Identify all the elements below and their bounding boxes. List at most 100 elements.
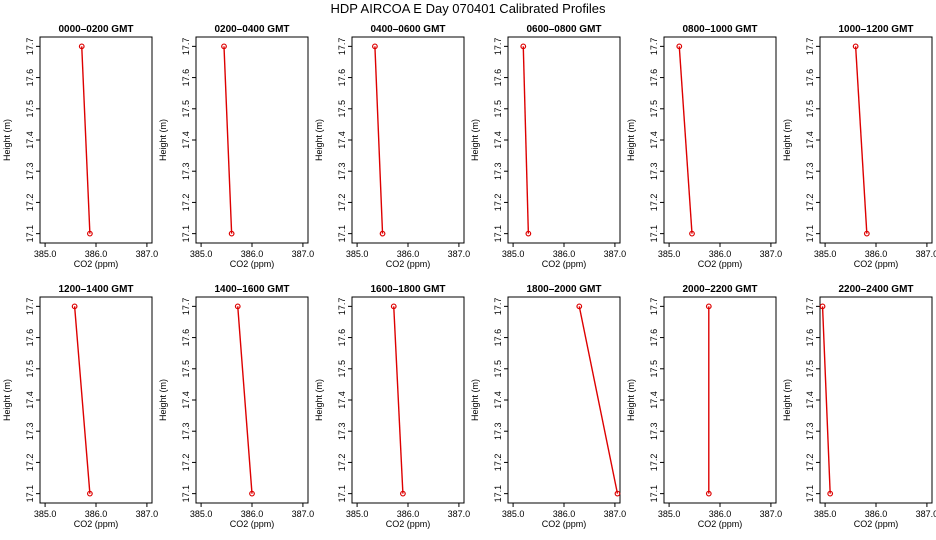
series-line [393,306,404,494]
y-tick-label: 17.1 [337,485,347,503]
x-tick-label: 385.0 [346,249,369,259]
y-axis-label: Height (m) [158,379,168,421]
y-axis-label: Height (m) [314,119,324,161]
x-tick-label: 386.0 [865,249,888,259]
y-tick-label: 17.7 [649,298,659,316]
y-tick-label: 17.6 [805,329,815,347]
y-tick-label: 17.7 [649,38,659,56]
y-tick-label: 17.4 [25,391,35,409]
x-tick-label: 387.0 [292,509,315,519]
y-tick-label: 17.5 [805,100,815,118]
panel-title: 0800–1000 GMT [682,24,757,35]
y-tick-label: 17.6 [493,69,503,87]
y-axis-label: Height (m) [2,119,12,161]
y-tick-label: 17.3 [649,162,659,180]
data-point [390,303,397,310]
x-tick-label: 385.0 [814,249,837,259]
y-tick-label: 17.4 [649,131,659,149]
y-tick-label: 17.2 [493,194,503,212]
y-tick-label: 17.5 [649,100,659,118]
panel-07: 1200–1400 GMT 17.1 17.2 17.3 17.4 17.5 17.6 17.… [2,284,158,529]
y-tick-label: 17.6 [25,69,35,87]
data-point [705,490,712,497]
x-axis-label: CO2 (ppm) [230,519,275,529]
plot-frame [195,36,309,244]
y-tick-label: 17.5 [805,360,815,378]
y-tick-label: 17.2 [805,194,815,212]
panel-05: 0800–1000 GMT 17.1 17.2 17.3 17.4 17.5 17.6 17.… [626,24,782,269]
y-tick-label: 17.4 [181,391,191,409]
x-tick-label: 386.0 [241,249,264,259]
y-tick-label: 17.3 [337,422,347,440]
y-tick-label: 17.7 [805,298,815,316]
plot-frame [39,36,153,244]
y-axis-label: Height (m) [158,119,168,161]
panel-04: 0600–0800 GMT 17.1 17.2 17.3 17.4 17.5 17.6 17.… [470,24,626,269]
x-tick-label: 385.0 [658,249,681,259]
y-tick-label: 17.2 [493,454,503,472]
y-tick-label: 17.1 [493,225,503,243]
x-tick-label: 385.0 [34,249,57,259]
x-axis-label: CO2 (ppm) [74,519,119,529]
data-point [86,490,93,497]
y-tick-label: 17.2 [181,454,191,472]
y-tick-label: 17.1 [337,225,347,243]
y-axis-label: Height (m) [470,379,480,421]
panel-10: 1800–2000 GMT 17.1 17.2 17.3 17.4 17.5 17.6 17.… [470,284,626,529]
data-point [819,303,826,310]
y-tick-label: 17.7 [493,38,503,56]
x-tick-label: 386.0 [553,249,576,259]
y-tick-label: 17.1 [805,485,815,503]
panel-11: 2000–2200 GMT 17.1 17.2 17.3 17.4 17.5 17.6 17.… [626,284,782,529]
y-tick-label: 17.1 [805,225,815,243]
x-tick-label: 387.0 [916,509,936,519]
x-axis-label: CO2 (ppm) [698,519,743,529]
panel-06: 1000–1200 GMT 17.1 17.2 17.3 17.4 17.5 17.6 17.… [782,24,936,269]
y-tick-label: 17.6 [337,69,347,87]
x-axis-label: CO2 (ppm) [386,519,431,529]
y-tick-label: 17.6 [493,329,503,347]
x-tick-label: 386.0 [709,509,732,519]
y-tick-label: 17.4 [805,131,815,149]
y-tick-label: 17.2 [337,454,347,472]
x-tick-label: 387.0 [448,249,471,259]
y-tick-label: 17.4 [493,131,503,149]
x-axis-label: CO2 (ppm) [854,519,899,529]
y-tick-label: 17.3 [805,422,815,440]
y-tick-label: 17.5 [337,100,347,118]
y-tick-label: 17.4 [649,391,659,409]
y-tick-label: 17.3 [25,422,35,440]
x-tick-label: 386.0 [397,249,420,259]
y-tick-label: 17.7 [25,298,35,316]
y-axis-label: Height (m) [782,379,792,421]
y-axis-label: Height (m) [470,119,480,161]
x-tick-label: 386.0 [709,249,732,259]
data-point [234,303,241,310]
y-tick-label: 17.5 [25,360,35,378]
y-tick-label: 17.6 [649,329,659,347]
series-line [578,306,619,494]
y-tick-label: 17.7 [493,298,503,316]
y-tick-label: 17.7 [25,38,35,56]
x-axis-label: CO2 (ppm) [542,519,587,529]
data-point [520,43,527,50]
y-tick-label: 17.6 [337,329,347,347]
y-tick-label: 17.2 [181,194,191,212]
data-point [372,43,378,50]
data-point [576,303,583,310]
data-point [676,43,683,50]
x-axis-label: CO2 (ppm) [698,259,743,269]
panel-title: 2200–2400 GMT [838,284,913,295]
y-tick-label: 17.1 [493,485,503,503]
y-tick-label: 17.2 [25,454,35,472]
y-tick-label: 17.4 [493,391,503,409]
y-tick-label: 17.6 [649,69,659,87]
y-axis-label: Height (m) [626,119,636,161]
y-tick-label: 17.3 [25,162,35,180]
y-tick-label: 17.7 [805,38,815,56]
y-tick-label: 17.5 [337,360,347,378]
y-tick-label: 17.4 [337,131,347,149]
series-line [854,46,868,234]
series-line [821,306,831,494]
y-tick-label: 17.3 [649,422,659,440]
